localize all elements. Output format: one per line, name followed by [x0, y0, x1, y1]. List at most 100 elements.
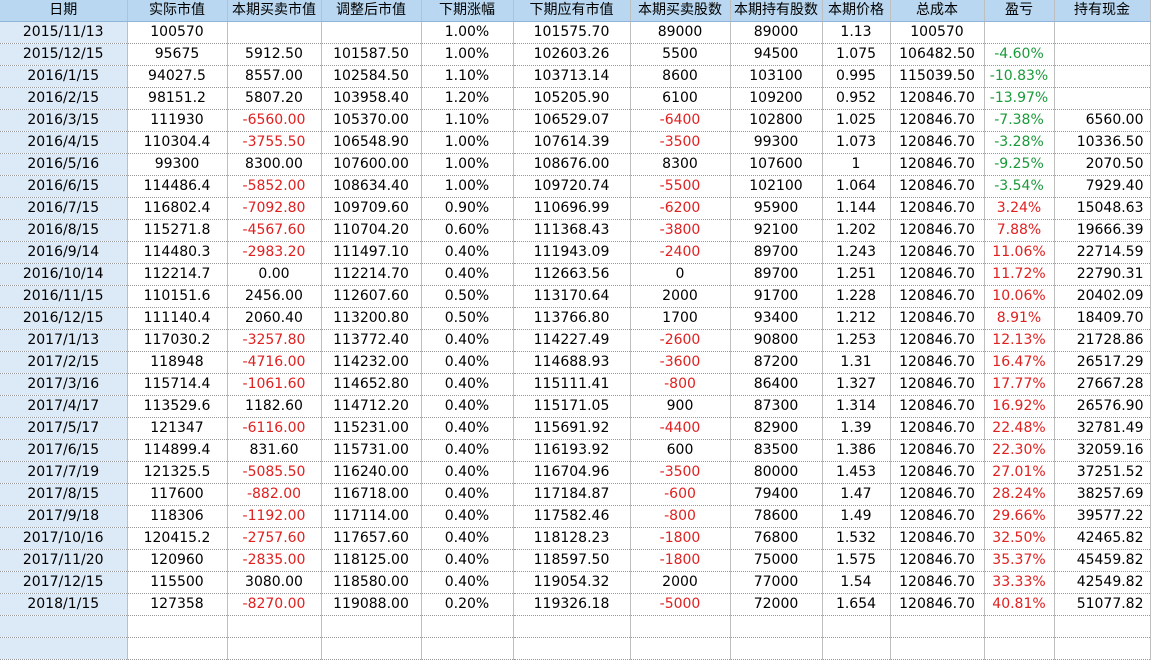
- cell-next-growth[interactable]: 1.10%: [421, 109, 514, 132]
- cell-next-growth[interactable]: 0.40%: [421, 241, 514, 264]
- cell-market-value[interactable]: 120415.2: [127, 527, 228, 550]
- cell-total-cost[interactable]: 120846.70: [890, 527, 985, 550]
- cell-next-growth[interactable]: 0.60%: [421, 219, 514, 242]
- cell-next-growth[interactable]: 0.40%: [421, 461, 514, 484]
- cell-trade-value[interactable]: 5807.20: [227, 87, 322, 110]
- cell-adjusted-value[interactable]: 113772.40: [321, 329, 422, 352]
- cell-adjusted-value[interactable]: 108634.40: [321, 175, 422, 198]
- cell-trade-shares[interactable]: -3600: [630, 351, 731, 374]
- cell-adjusted-value[interactable]: 116718.00: [321, 483, 422, 506]
- cell-trade-shares[interactable]: -800: [630, 373, 731, 396]
- cell-adjusted-value[interactable]: 107600.00: [321, 153, 422, 176]
- empty-cell[interactable]: [127, 615, 228, 638]
- cell-adjusted-value[interactable]: 119088.00: [321, 593, 422, 616]
- cell-next-growth[interactable]: 0.40%: [421, 505, 514, 528]
- cell-adjusted-value[interactable]: 102584.50: [321, 65, 422, 88]
- header-cash[interactable]: 持有现金: [1054, 0, 1151, 22]
- cell-next-growth[interactable]: 0.40%: [421, 351, 514, 374]
- cell-profit-loss[interactable]: [984, 21, 1055, 44]
- cell-trade-value[interactable]: -2983.20: [227, 241, 322, 264]
- cell-market-value[interactable]: 98151.2: [127, 87, 228, 110]
- cell-held-shares[interactable]: 87200: [730, 351, 823, 374]
- cell-held-shares[interactable]: 94500: [730, 43, 823, 66]
- cell-cash[interactable]: 45459.82: [1054, 549, 1151, 572]
- cell-price[interactable]: 1.327: [822, 373, 891, 396]
- cell-target-value[interactable]: 111368.43: [513, 219, 631, 242]
- cell-profit-loss[interactable]: 27.01%: [984, 461, 1055, 484]
- cell-trade-value[interactable]: -2835.00: [227, 549, 322, 572]
- cell-adjusted-value[interactable]: 112214.70: [321, 263, 422, 286]
- cell-market-value[interactable]: 110151.6: [127, 285, 228, 308]
- cell-market-value[interactable]: 111140.4: [127, 307, 228, 330]
- cell-next-growth[interactable]: 0.50%: [421, 307, 514, 330]
- header-next-growth[interactable]: 下期涨幅: [421, 0, 514, 22]
- cell-total-cost[interactable]: 120846.70: [890, 285, 985, 308]
- cell-trade-value[interactable]: 8557.00: [227, 65, 322, 88]
- cell-total-cost[interactable]: 120846.70: [890, 395, 985, 418]
- cell-cash[interactable]: 22714.59: [1054, 241, 1151, 264]
- cell-trade-shares[interactable]: -3500: [630, 131, 731, 154]
- cell-market-value[interactable]: 95675: [127, 43, 228, 66]
- cell-next-growth[interactable]: 1.00%: [421, 43, 514, 66]
- empty-cell[interactable]: [630, 637, 731, 660]
- cell-held-shares[interactable]: 99300: [730, 131, 823, 154]
- cell-market-value[interactable]: 121325.5: [127, 461, 228, 484]
- cell-profit-loss[interactable]: 10.06%: [984, 285, 1055, 308]
- cell-price[interactable]: 1.47: [822, 483, 891, 506]
- cell-date[interactable]: 2016/2/15: [0, 87, 128, 110]
- cell-market-value[interactable]: 121347: [127, 417, 228, 440]
- cell-adjusted-value[interactable]: 114232.00: [321, 351, 422, 374]
- cell-date[interactable]: 2017/4/17: [0, 395, 128, 418]
- empty-cell[interactable]: [227, 615, 322, 638]
- cell-adjusted-value[interactable]: 111497.10: [321, 241, 422, 264]
- cell-date[interactable]: 2018/1/15: [0, 593, 128, 616]
- header-trade-shares[interactable]: 本期买卖股数: [630, 0, 731, 22]
- cell-profit-loss[interactable]: 32.50%: [984, 527, 1055, 550]
- cell-held-shares[interactable]: 89700: [730, 263, 823, 286]
- cell-adjusted-value[interactable]: 114652.80: [321, 373, 422, 396]
- cell-next-growth[interactable]: 0.50%: [421, 285, 514, 308]
- cell-price[interactable]: 1.025: [822, 109, 891, 132]
- cell-held-shares[interactable]: 83500: [730, 439, 823, 462]
- cell-adjusted-value[interactable]: 118580.00: [321, 571, 422, 594]
- cell-trade-shares[interactable]: 6100: [630, 87, 731, 110]
- cell-adjusted-value[interactable]: 118125.00: [321, 549, 422, 572]
- cell-price[interactable]: 1.314: [822, 395, 891, 418]
- cell-trade-shares[interactable]: -3500: [630, 461, 731, 484]
- cell-price[interactable]: 1.243: [822, 241, 891, 264]
- cell-held-shares[interactable]: 89000: [730, 21, 823, 44]
- cell-total-cost[interactable]: 120846.70: [890, 483, 985, 506]
- cell-profit-loss[interactable]: 33.33%: [984, 571, 1055, 594]
- cell-date[interactable]: 2017/3/16: [0, 373, 128, 396]
- cell-next-growth[interactable]: 0.40%: [421, 329, 514, 352]
- cell-market-value[interactable]: 114480.3: [127, 241, 228, 264]
- cell-price[interactable]: 1.075: [822, 43, 891, 66]
- cell-date[interactable]: 2016/5/16: [0, 153, 128, 176]
- cell-held-shares[interactable]: 76800: [730, 527, 823, 550]
- cell-profit-loss[interactable]: -9.25%: [984, 153, 1055, 176]
- cell-target-value[interactable]: 102603.26: [513, 43, 631, 66]
- cell-date[interactable]: 2017/8/15: [0, 483, 128, 506]
- cell-date[interactable]: 2015/12/15: [0, 43, 128, 66]
- cell-trade-value[interactable]: -6116.00: [227, 417, 322, 440]
- cell-price[interactable]: 1.31: [822, 351, 891, 374]
- cell-adjusted-value[interactable]: [321, 21, 422, 44]
- cell-price[interactable]: 1.144: [822, 197, 891, 220]
- cell-date[interactable]: 2016/3/15: [0, 109, 128, 132]
- empty-cell[interactable]: [984, 637, 1055, 660]
- cell-date[interactable]: 2016/12/15: [0, 307, 128, 330]
- cell-adjusted-value[interactable]: 101587.50: [321, 43, 422, 66]
- cell-adjusted-value[interactable]: 116240.00: [321, 461, 422, 484]
- empty-cell[interactable]: [822, 615, 891, 638]
- empty-cell[interactable]: [321, 615, 422, 638]
- cell-date[interactable]: 2017/7/19: [0, 461, 128, 484]
- cell-adjusted-value[interactable]: 112607.60: [321, 285, 422, 308]
- cell-cash[interactable]: 18409.70: [1054, 307, 1151, 330]
- cell-price[interactable]: 0.995: [822, 65, 891, 88]
- cell-trade-value[interactable]: [227, 21, 322, 44]
- cell-profit-loss[interactable]: -3.54%: [984, 175, 1055, 198]
- cell-cash[interactable]: 26576.90: [1054, 395, 1151, 418]
- cell-target-value[interactable]: 114227.49: [513, 329, 631, 352]
- cell-trade-value[interactable]: -1061.60: [227, 373, 322, 396]
- cell-profit-loss[interactable]: 17.77%: [984, 373, 1055, 396]
